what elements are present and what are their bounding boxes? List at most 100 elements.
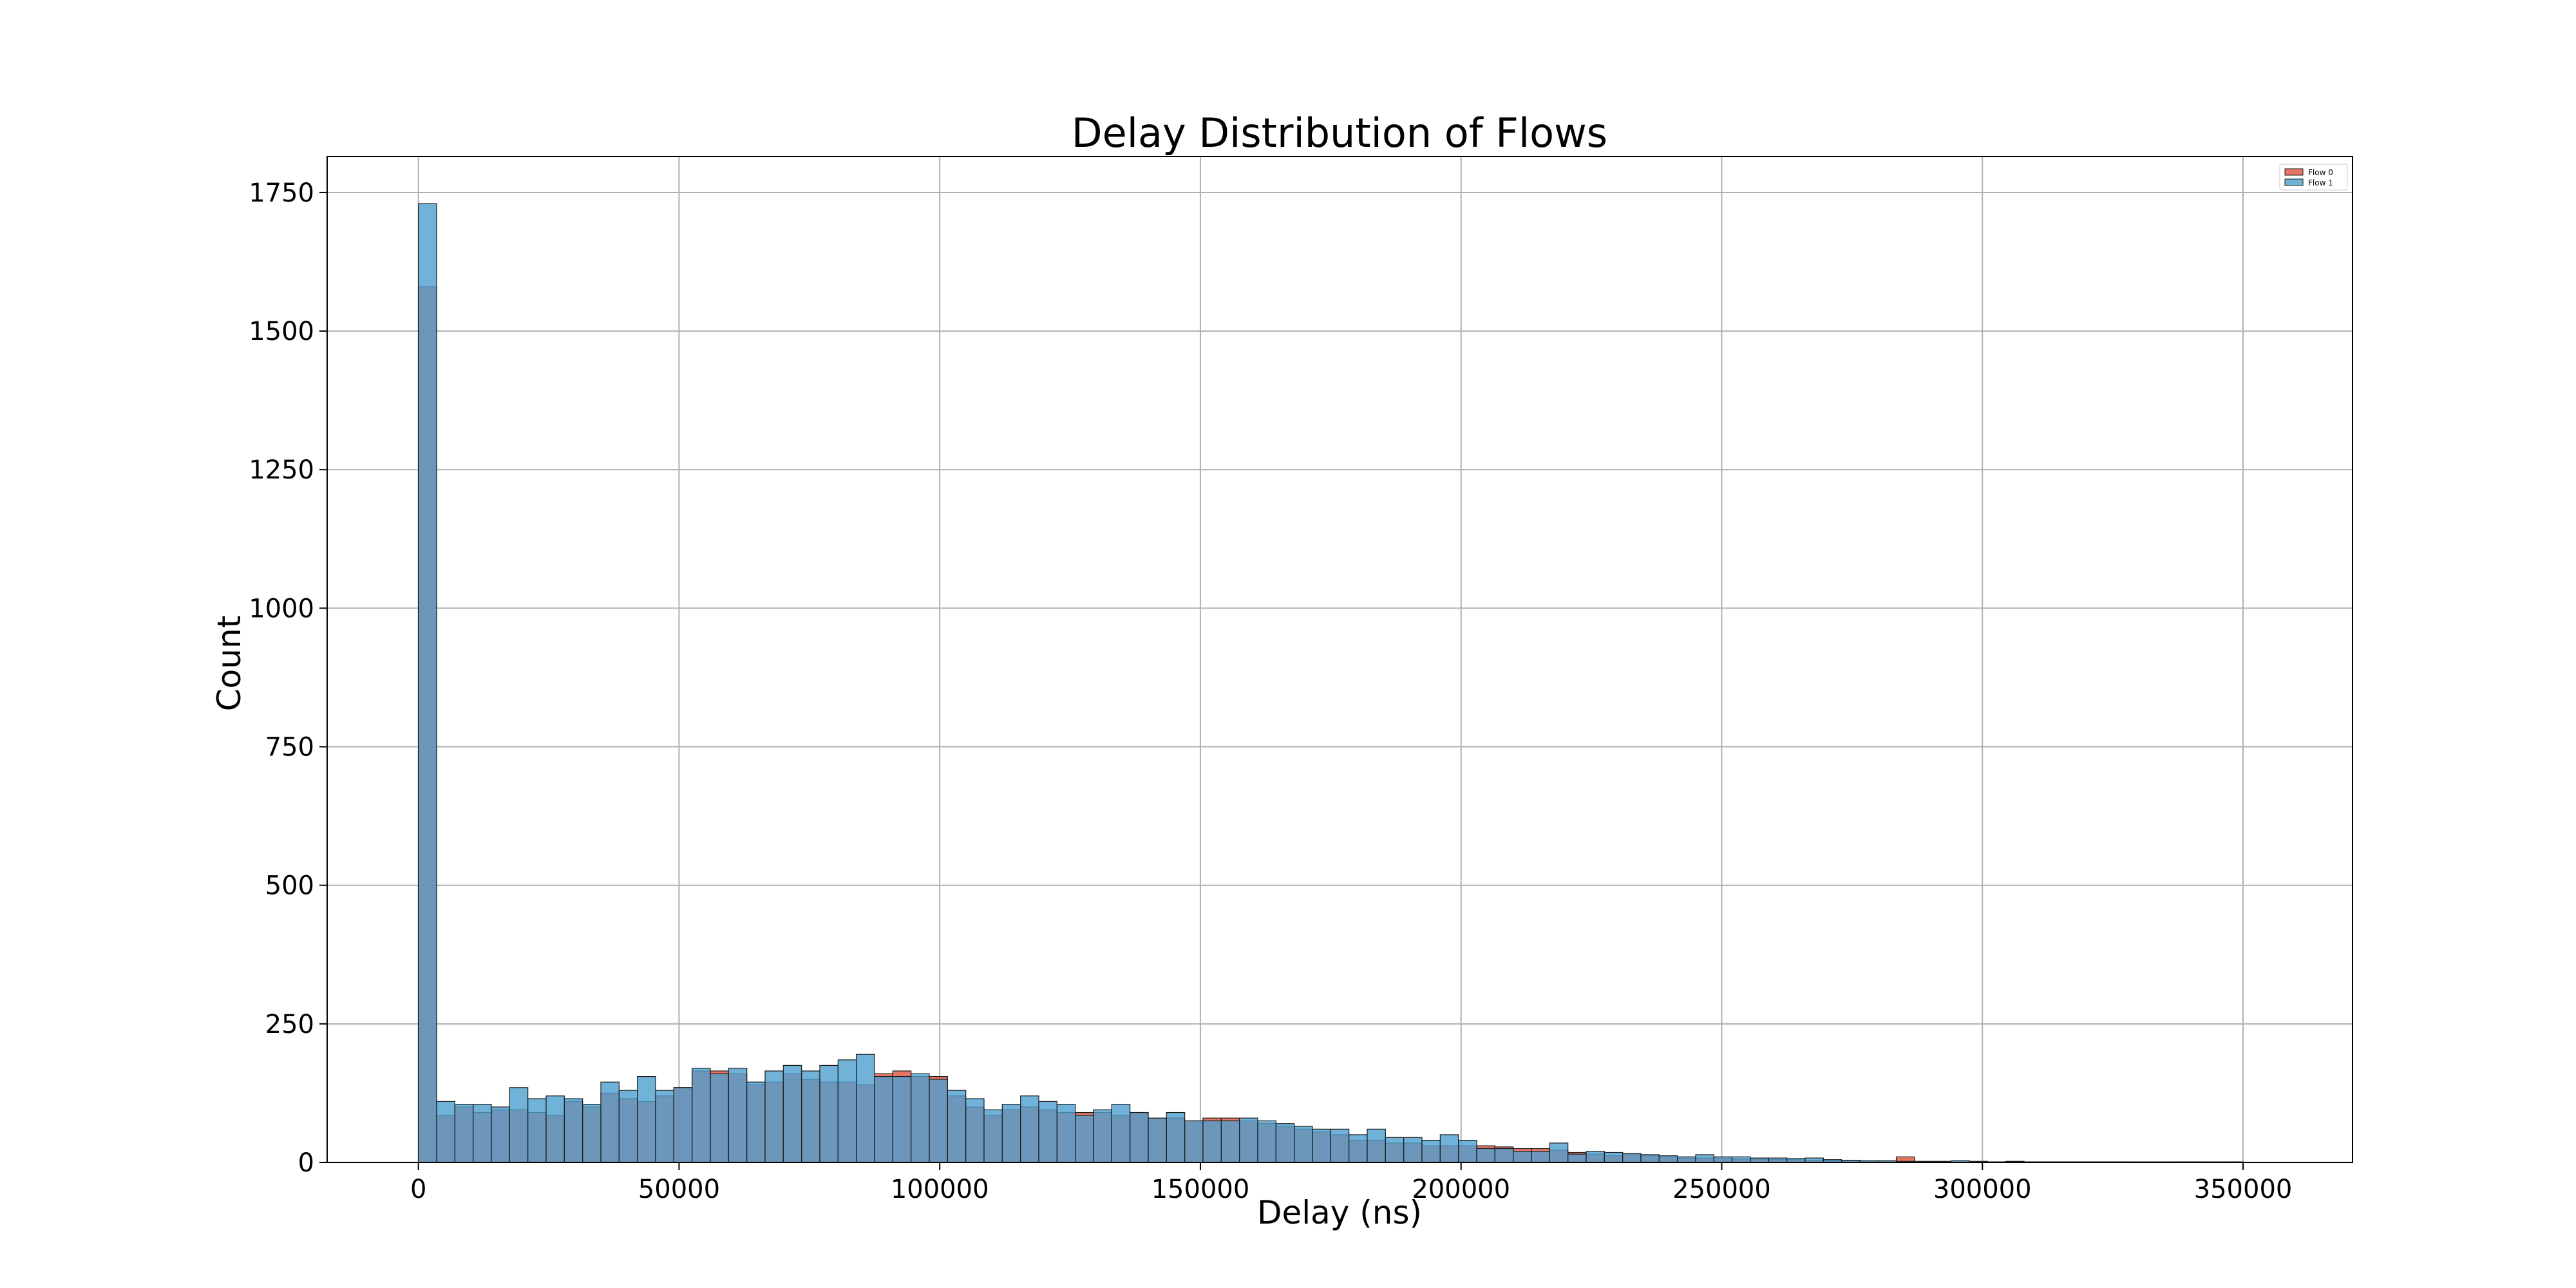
bar-series-1-bin-39 — [1130, 1112, 1149, 1163]
bar-series-1-bin-61 — [1531, 1151, 1550, 1163]
bar-series-1-bin-60 — [1513, 1151, 1532, 1163]
bar-series-1-bin-70 — [1695, 1154, 1714, 1163]
bar-series-1-bin-56 — [1439, 1134, 1459, 1163]
bars — [418, 203, 2244, 1163]
bar-series-1-bin-68 — [1658, 1155, 1678, 1163]
legend-swatch-1 — [2284, 178, 2304, 186]
y-tick-label-5: 1250 — [249, 455, 314, 485]
bar-series-1-bin-48 — [1294, 1126, 1313, 1163]
bar-series-1-bin-74 — [1768, 1157, 1788, 1163]
x-axis-ticks: 0 50000 100000 150000 200000 250000 300000 3500… — [410, 1162, 2292, 1204]
bar-series-1-bin-32 — [1001, 1104, 1021, 1163]
bar-series-1-bin-18 — [746, 1081, 766, 1163]
bar-series-1-bin-29 — [947, 1090, 967, 1163]
bar-series-1-bin-66 — [1622, 1153, 1642, 1163]
bar-series-1-bin-0 — [418, 203, 437, 1163]
bar-series-1-bin-6 — [527, 1098, 547, 1163]
bar-series-1-bin-15 — [692, 1068, 711, 1163]
y-tick-label-0: 0 — [298, 1148, 314, 1178]
legend-label-0: Flow 0 — [2308, 168, 2333, 177]
bar-series-1-bin-3 — [473, 1104, 492, 1163]
bar-series-1-bin-41 — [1166, 1112, 1186, 1163]
bar-series-1-bin-51 — [1349, 1134, 1368, 1163]
x-tick-label-7: 350000 — [2194, 1175, 2293, 1204]
bar-series-1-bin-26 — [892, 1076, 912, 1163]
bar-series-1-bin-28 — [929, 1079, 948, 1163]
bar-series-1-bin-69 — [1677, 1156, 1696, 1163]
y-tick-label-4: 1000 — [249, 594, 314, 623]
bar-series-1-bin-45 — [1239, 1117, 1258, 1163]
bar-series-1-bin-49 — [1312, 1128, 1331, 1163]
bar-series-1-bin-59 — [1494, 1148, 1514, 1163]
bar-series-1-bin-5 — [509, 1087, 529, 1163]
bar-series-1-bin-23 — [837, 1059, 857, 1163]
x-tick-label-3: 150000 — [1151, 1175, 1250, 1204]
bar-series-1-bin-76 — [1804, 1157, 1824, 1163]
bar-series-1-bin-20 — [782, 1065, 802, 1163]
bar-series-1-bin-4 — [491, 1106, 510, 1163]
bar-series-1-bin-34 — [1038, 1101, 1057, 1163]
bar-series-1-bin-10 — [600, 1081, 620, 1163]
bar-series-1-bin-55 — [1421, 1139, 1441, 1163]
bar-series-1-bin-42 — [1184, 1120, 1204, 1163]
legend-swatch-0 — [2284, 168, 2304, 176]
y-tick-label-3: 750 — [265, 733, 314, 762]
bar-series-1-bin-9 — [582, 1104, 601, 1163]
bar-series-1-bin-27 — [911, 1073, 930, 1163]
bar-series-1-bin-62 — [1549, 1142, 1569, 1163]
bar-series-1-bin-71 — [1713, 1156, 1733, 1163]
bar-series-1-bin-30 — [965, 1098, 985, 1163]
bar-series-1-bin-64 — [1586, 1151, 1605, 1163]
bar-series-1-bin-46 — [1257, 1120, 1276, 1163]
bar-series-1-bin-44 — [1220, 1120, 1240, 1163]
legend-label-1: Flow 1 — [2308, 178, 2333, 187]
bar-series-1-bin-37 — [1093, 1109, 1112, 1163]
y-tick-label-2: 500 — [265, 871, 314, 901]
plot-frame — [327, 156, 2353, 1163]
bar-series-1-bin-38 — [1111, 1104, 1131, 1163]
bar-series-1-bin-72 — [1732, 1156, 1751, 1163]
bar-series-1-bin-67 — [1640, 1154, 1660, 1163]
bar-series-1-bin-58 — [1476, 1148, 1495, 1163]
bar-series-1-bin-50 — [1330, 1128, 1350, 1163]
series-1-bars — [418, 203, 2244, 1163]
x-tick-label-1: 50000 — [638, 1175, 720, 1204]
y-axis-ticks: 0 250 500 750 1000 1250 1500 1750 — [249, 178, 327, 1178]
y-tick-label-6: 1500 — [249, 317, 314, 346]
bar-series-1-bin-2 — [454, 1104, 474, 1163]
bar-series-1-bin-13 — [655, 1090, 674, 1163]
bar-series-1-bin-54 — [1403, 1137, 1423, 1163]
y-tick-label-7: 1750 — [249, 178, 314, 208]
bar-series-1-bin-53 — [1385, 1137, 1405, 1163]
bar-series-1-bin-40 — [1148, 1117, 1167, 1163]
bar-series-1-bin-33 — [1020, 1095, 1039, 1163]
bar-series-1-bin-8 — [564, 1098, 583, 1163]
x-tick-label-4: 200000 — [1412, 1175, 1510, 1204]
bar-series-1-bin-36 — [1075, 1115, 1094, 1163]
grid — [327, 156, 2353, 1163]
bar-series-1-bin-57 — [1458, 1139, 1477, 1163]
bar-series-1-bin-7 — [545, 1095, 565, 1163]
y-axis-title: Count — [211, 616, 248, 712]
bar-series-1-bin-47 — [1275, 1123, 1295, 1163]
x-tick-label-5: 250000 — [1672, 1175, 1771, 1204]
x-tick-label-0: 0 — [410, 1175, 426, 1204]
bar-series-1-bin-12 — [637, 1076, 656, 1163]
bar-series-1-bin-21 — [801, 1070, 820, 1163]
bar-series-1-bin-1 — [436, 1101, 455, 1163]
bar-series-1-bin-65 — [1604, 1151, 1624, 1163]
y-tick-label-1: 250 — [265, 1010, 314, 1039]
bar-series-1-bin-11 — [618, 1090, 638, 1163]
bar-series-1-bin-19 — [764, 1070, 784, 1163]
x-axis-title: Delay (ns) — [1257, 1194, 1422, 1231]
chart-title: Delay Distribution of Flows — [1072, 109, 1607, 156]
bar-series-1-bin-16 — [710, 1073, 729, 1163]
bar-series-1-bin-24 — [856, 1054, 875, 1163]
x-tick-label-6: 300000 — [1933, 1175, 2032, 1204]
x-tick-label-2: 100000 — [891, 1175, 989, 1204]
bar-series-1-bin-25 — [874, 1076, 893, 1163]
series-0-bars — [418, 286, 2244, 1163]
